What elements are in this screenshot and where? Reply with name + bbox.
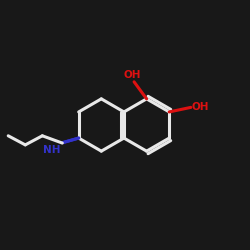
Text: OH: OH bbox=[124, 70, 141, 80]
Text: OH: OH bbox=[192, 102, 210, 113]
Text: NH: NH bbox=[44, 145, 61, 155]
